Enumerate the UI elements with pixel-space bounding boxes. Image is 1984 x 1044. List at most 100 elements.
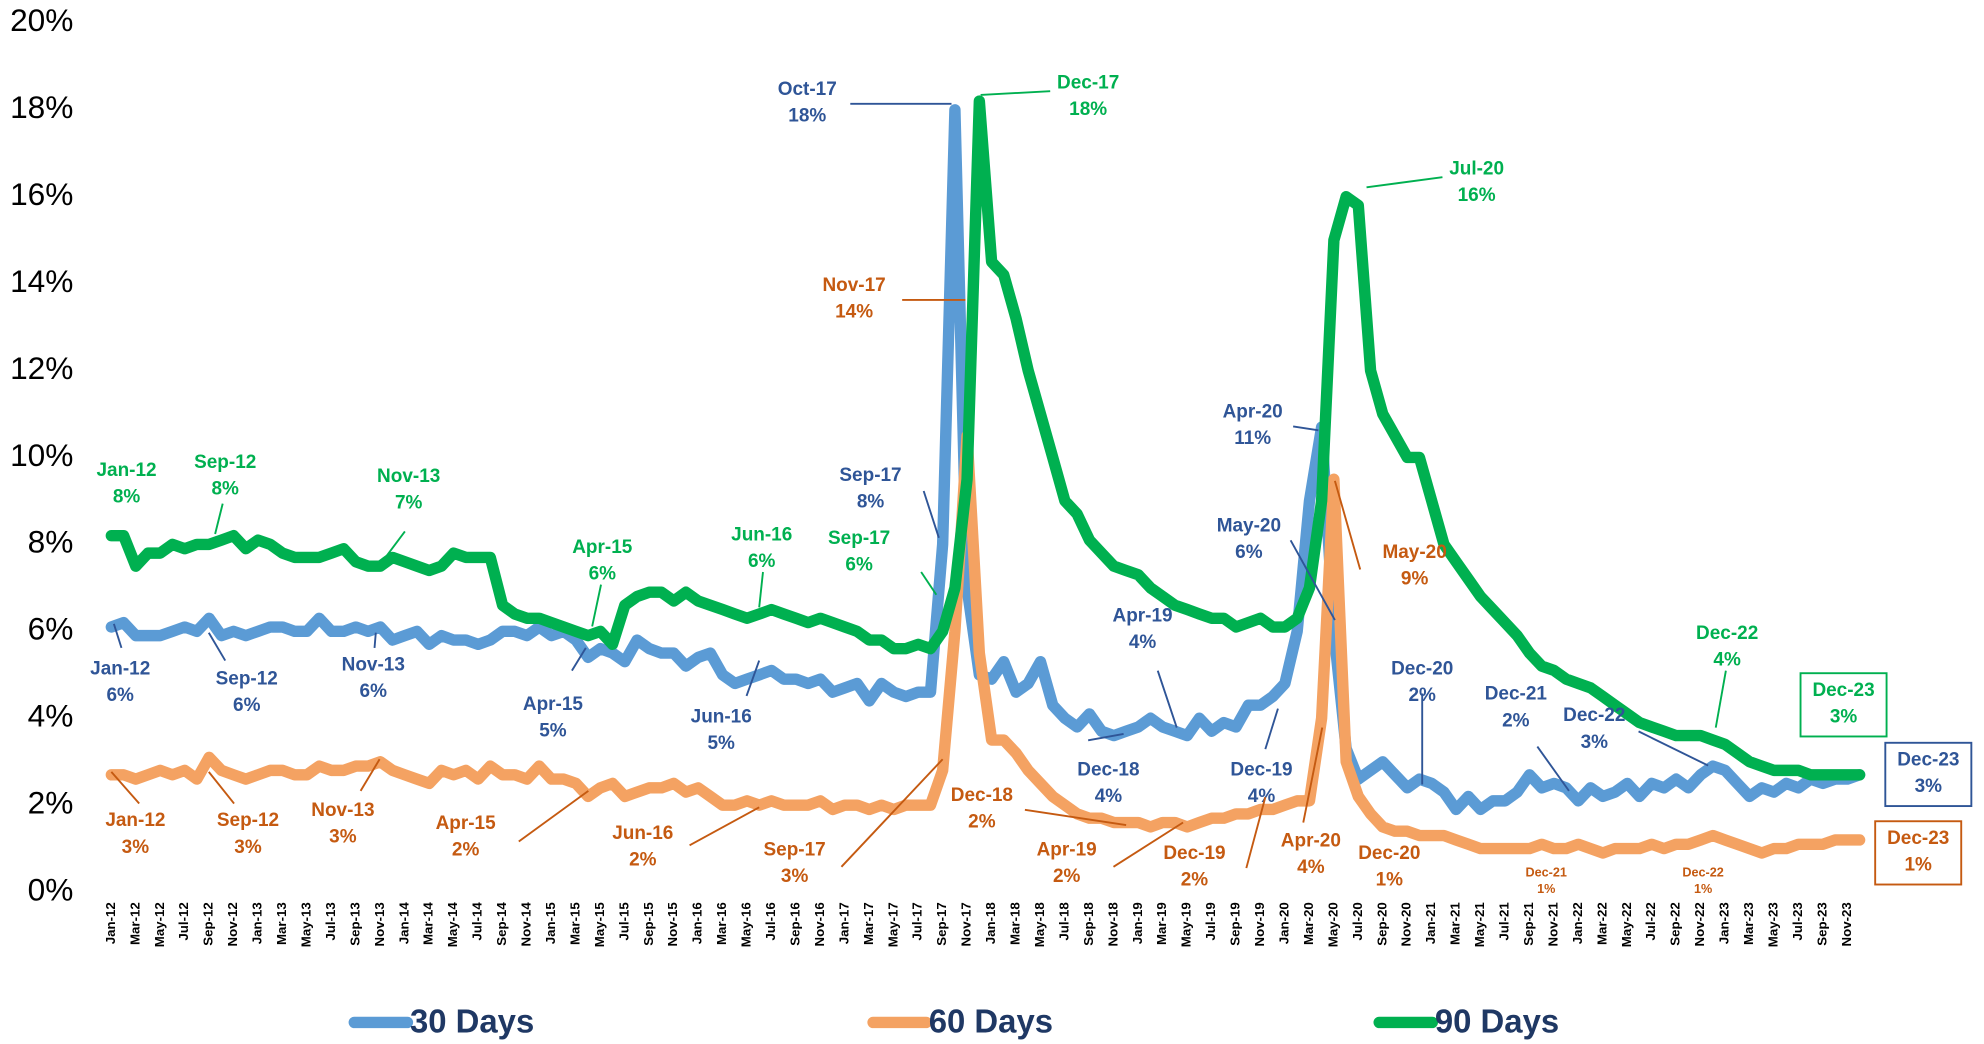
x-tick-label: Mar-17 <box>861 902 876 945</box>
x-tick-label: Jan-13 <box>250 902 265 944</box>
annotation-text: 3% <box>234 837 262 858</box>
annotation-text: Jan-12 <box>96 460 156 481</box>
annotation-text: Jun-16 <box>731 524 792 545</box>
y-tick-label: 4% <box>28 698 74 734</box>
annotation-text: 2% <box>968 812 996 833</box>
annotation-text: 6% <box>106 685 134 706</box>
annotation-text: 3% <box>1915 776 1943 797</box>
annotation-text: Nov-13 <box>311 800 374 821</box>
annotation-text: 5% <box>539 720 567 741</box>
annotation-leader <box>373 632 377 648</box>
annotation-text: 18% <box>788 105 826 126</box>
annotation-leader <box>1264 708 1279 750</box>
annotation-text: Dec-21 <box>1485 684 1548 705</box>
annotation-text: Apr-20 <box>1281 831 1341 852</box>
legend-label: 90 Days <box>1435 1002 1559 1039</box>
annotation-text: Nov-13 <box>377 466 440 487</box>
annotation-leader <box>518 790 589 843</box>
annotation-text: 16% <box>1458 185 1496 206</box>
x-tick-label: Mar-20 <box>1301 902 1316 945</box>
annotation-leader <box>1024 808 1127 826</box>
annotation-text: Dec-19 <box>1230 760 1292 781</box>
annotation-text: Apr-19 <box>1113 605 1173 626</box>
annotation-text: 18% <box>1069 99 1107 120</box>
x-tick-label: Sep-21 <box>1521 902 1536 946</box>
x-tick-label: Jan-14 <box>396 902 411 945</box>
x-tick-label: Nov-18 <box>1105 902 1120 946</box>
annotation-leader <box>1302 727 1324 823</box>
annotation-text: Dec-18 <box>1077 760 1139 781</box>
annotation-leader <box>571 647 587 672</box>
annotation-leader <box>1112 821 1184 868</box>
annotation-text: 9% <box>1401 569 1429 590</box>
y-tick-label: 10% <box>10 437 73 473</box>
x-tick-label: Jan-23 <box>1717 902 1732 944</box>
annotation-leader <box>1087 733 1124 742</box>
annotation-text: 8% <box>857 491 885 512</box>
x-tick-label: May-13 <box>298 902 313 947</box>
x-tick-label: Nov-12 <box>225 902 240 946</box>
y-tick-label: 6% <box>28 611 74 647</box>
annotation-text: 2% <box>1408 685 1436 706</box>
legend-label: 60 Days <box>929 1002 1053 1039</box>
x-tick-label: Jan-15 <box>543 902 558 945</box>
annotation-leader <box>1366 176 1443 189</box>
x-tick-label: Jan-18 <box>983 902 998 944</box>
annotation-text: Dec-18 <box>951 785 1013 806</box>
x-tick-label: May-16 <box>739 902 754 947</box>
x-tick-label: May-18 <box>1032 902 1047 947</box>
annotation-text: Oct-17 <box>778 79 837 100</box>
y-tick-label: 0% <box>28 871 74 907</box>
x-tick-label: Nov-22 <box>1692 902 1707 946</box>
x-tick-label: Jul-12 <box>176 902 191 940</box>
annotation-text: Dec-20 <box>1358 843 1420 864</box>
x-tick-label: May-14 <box>445 902 460 948</box>
y-tick-label: 16% <box>10 176 73 212</box>
x-tick-label: Jan-21 <box>1423 902 1438 945</box>
annotation-text: 6% <box>233 695 261 716</box>
x-tick-label: Sep-14 <box>494 902 509 946</box>
x-tick-label: Mar-21 <box>1448 902 1463 945</box>
annotation-text: Dec-22 <box>1682 865 1723 879</box>
annotation-text: Nov-13 <box>342 655 405 676</box>
annotation-leader <box>591 584 602 627</box>
x-tick-label: Jan-17 <box>836 902 851 944</box>
x-tick-label: Nov-14 <box>519 902 534 947</box>
annotation-text: 14% <box>835 302 873 323</box>
x-tick-label: Jan-19 <box>1130 902 1145 944</box>
x-tick-label: Mar-19 <box>1154 902 1169 945</box>
y-tick-label: 12% <box>10 350 73 386</box>
annotation-text: 2% <box>1181 870 1209 891</box>
annotation-leader <box>1245 796 1267 869</box>
x-tick-label: Nov-15 <box>665 902 680 947</box>
x-tick-label: Jul-16 <box>763 902 778 940</box>
annotation-text: Sep-12 <box>194 452 256 473</box>
annotation-text: Dec-22 <box>1696 623 1758 644</box>
x-tick-label: Jul-15 <box>616 902 631 941</box>
annotation-leader <box>1333 480 1362 570</box>
x-tick-label: Jul-21 <box>1497 902 1512 941</box>
annotation-text: Sep-17 <box>764 839 826 860</box>
annotation-text: 7% <box>395 493 423 514</box>
annotation-text: Apr-15 <box>523 694 584 715</box>
x-tick-label: Nov-20 <box>1399 902 1414 946</box>
x-tick-label: May-19 <box>1179 902 1194 947</box>
annotation-leader <box>1638 730 1709 767</box>
x-tick-label: Nov-19 <box>1252 902 1267 946</box>
annotation-text: Sep-12 <box>216 669 278 690</box>
annotation-text: May-20 <box>1382 542 1446 563</box>
annotation-text: 11% <box>1234 428 1271 449</box>
annotation-text: 4% <box>1248 786 1276 807</box>
annotation-text: 3% <box>1830 707 1858 728</box>
x-tick-label: Nov-13 <box>372 902 387 946</box>
annotation-text: 4% <box>1095 786 1123 807</box>
annotation-text: Dec-17 <box>1057 73 1119 94</box>
annotation-text: Apr-15 <box>572 537 633 558</box>
annotation-leader <box>207 632 227 662</box>
annotation-leader <box>110 771 140 805</box>
y-tick-label: 2% <box>28 785 74 821</box>
annotation-text: 3% <box>781 866 809 887</box>
annotation-text: 2% <box>629 849 657 870</box>
x-tick-label: Jul-18 <box>1056 902 1071 940</box>
